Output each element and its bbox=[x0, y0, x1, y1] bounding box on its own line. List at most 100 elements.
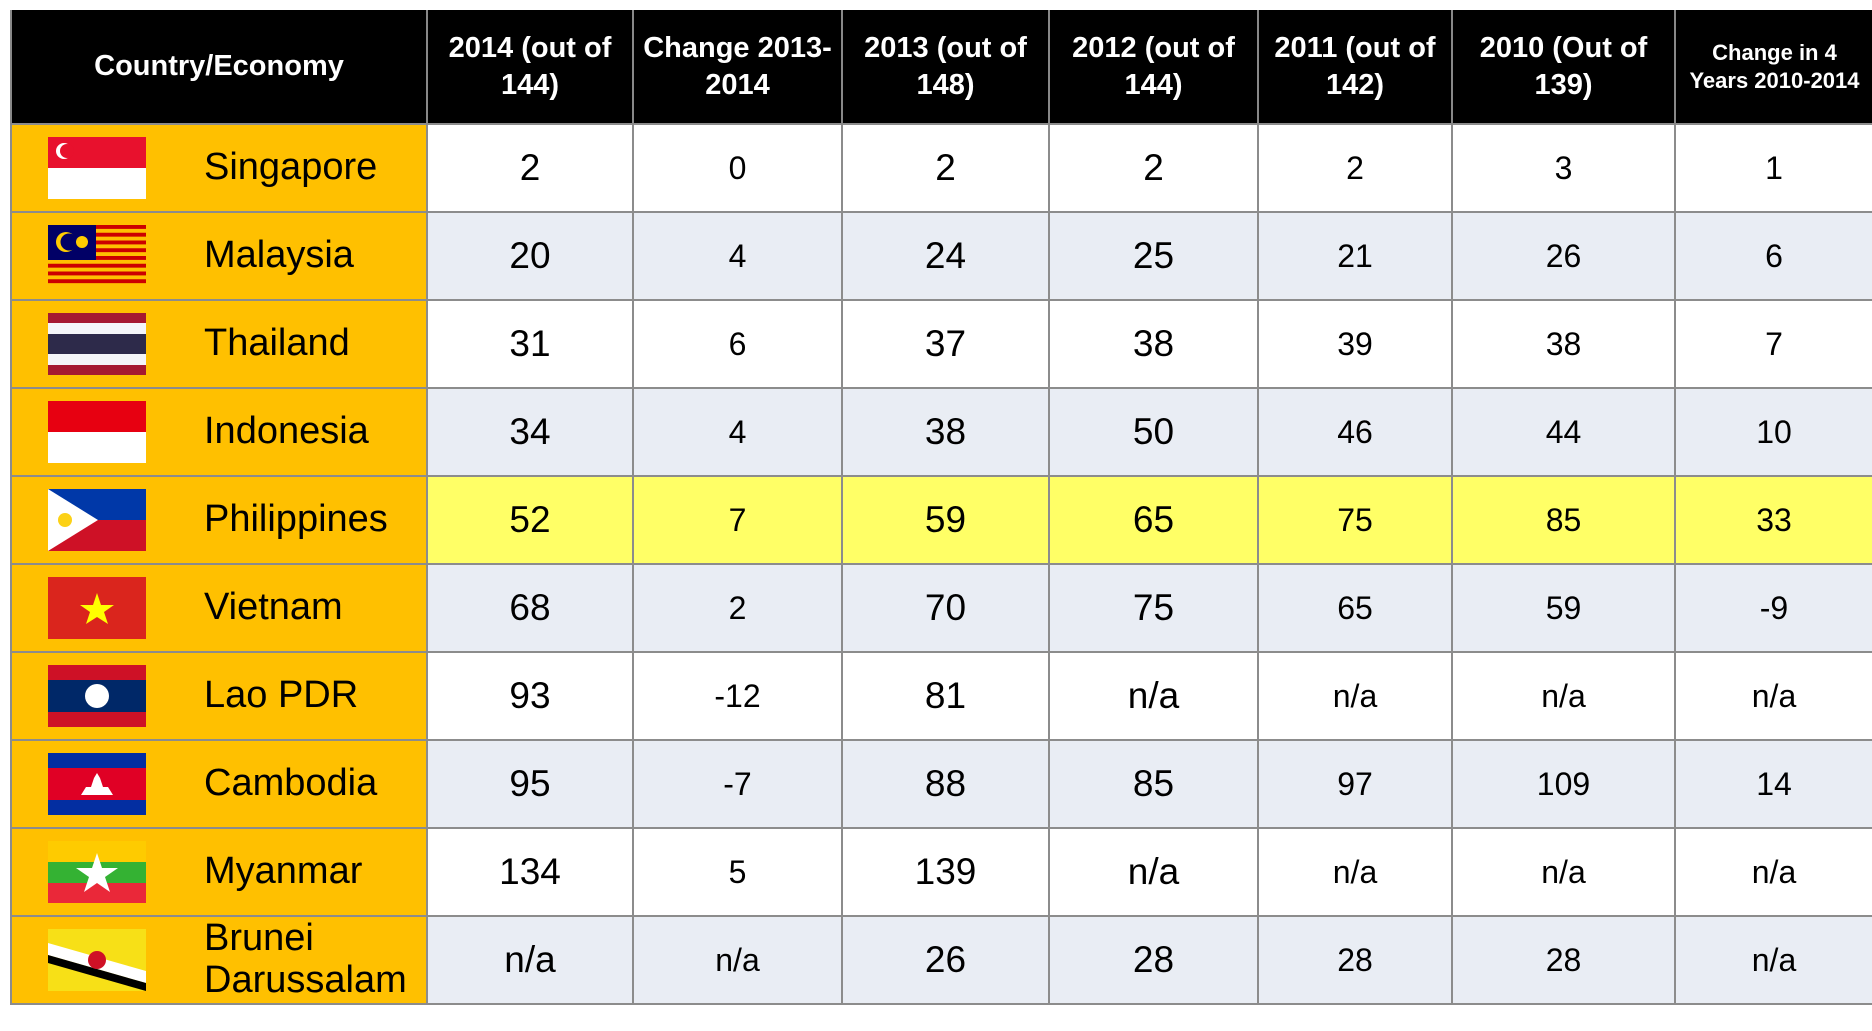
country-wrap: Indonesia bbox=[12, 389, 426, 475]
flag bbox=[48, 753, 146, 815]
country-wrap: Brunei Darussalam bbox=[12, 917, 426, 1003]
value-cell: -9 bbox=[1674, 563, 1872, 653]
country-cell: Vietnam bbox=[10, 563, 428, 653]
value-cell: 26 bbox=[841, 915, 1050, 1005]
country-wrap: Cambodia bbox=[12, 741, 426, 827]
value-cell: 20 bbox=[426, 211, 634, 301]
value-cell: 7 bbox=[632, 475, 843, 565]
flag bbox=[48, 137, 146, 199]
value-cell: 38 bbox=[1451, 299, 1676, 389]
flag bbox=[48, 489, 146, 551]
value-cell: n/a bbox=[1451, 651, 1676, 741]
value-cell: n/a bbox=[632, 915, 843, 1005]
value-cell: 31 bbox=[426, 299, 634, 389]
column-header: 2012 (out of 144) bbox=[1048, 10, 1258, 124]
country-cell: Malaysia bbox=[10, 211, 428, 301]
value-cell: 88 bbox=[841, 739, 1050, 829]
value-cell: 95 bbox=[426, 739, 634, 829]
value-cell: 2 bbox=[1048, 123, 1259, 213]
country-cell: Brunei Darussalam bbox=[10, 915, 428, 1005]
value-cell: 2 bbox=[632, 563, 843, 653]
value-cell: n/a bbox=[1674, 651, 1872, 741]
value-cell: 3 bbox=[1451, 123, 1676, 213]
value-cell: 50 bbox=[1048, 387, 1259, 477]
value-cell: 38 bbox=[841, 387, 1050, 477]
value-cell: 75 bbox=[1257, 475, 1453, 565]
value-cell: n/a bbox=[426, 915, 634, 1005]
value-cell: 1 bbox=[1674, 123, 1872, 213]
value-cell: 0 bbox=[632, 123, 843, 213]
value-cell: 38 bbox=[1048, 299, 1259, 389]
column-header: 2014 (out of 144) bbox=[426, 10, 633, 124]
column-header: Country/Economy bbox=[10, 10, 427, 124]
value-cell: 28 bbox=[1451, 915, 1676, 1005]
country-cell: Cambodia bbox=[10, 739, 428, 829]
value-cell: 44 bbox=[1451, 387, 1676, 477]
value-cell: 6 bbox=[1674, 211, 1872, 301]
table-header: Country/Economy 2014 (out of 144) Change 2… bbox=[10, 10, 1872, 124]
column-header: Change 2013-2014 bbox=[632, 10, 842, 124]
table-row: Brunei Darussalam n/a n/a 26 28 28 28 n/a bbox=[10, 915, 1872, 1005]
country-name: Philippines bbox=[204, 498, 388, 541]
country-name: Singapore bbox=[204, 146, 378, 189]
country-cell: Singapore bbox=[10, 123, 428, 213]
country-cell: Thailand bbox=[10, 299, 428, 389]
column-header: 2010 (Out of 139) bbox=[1451, 10, 1675, 124]
table-body: Singapore 2 0 2 2 2 3 1 Malaysia 20 4 24 25 21 26 6 Thai… bbox=[10, 123, 1872, 1005]
value-cell: 26 bbox=[1451, 211, 1676, 301]
ranking-table: Country/Economy 2014 (out of 144) Change 2… bbox=[10, 10, 1872, 1005]
value-cell: 65 bbox=[1257, 563, 1453, 653]
country-wrap: Singapore bbox=[12, 125, 426, 211]
country-name: Myanmar bbox=[204, 850, 363, 893]
flag bbox=[48, 401, 146, 463]
value-cell: n/a bbox=[1674, 915, 1872, 1005]
country-cell: Myanmar bbox=[10, 827, 428, 917]
value-cell: 39 bbox=[1257, 299, 1453, 389]
column-header: 2011 (out of 142) bbox=[1257, 10, 1452, 124]
value-cell: n/a bbox=[1257, 651, 1453, 741]
value-cell: 59 bbox=[1451, 563, 1676, 653]
flag bbox=[48, 577, 146, 639]
value-cell: -12 bbox=[632, 651, 843, 741]
value-cell: 134 bbox=[426, 827, 634, 917]
value-cell: 33 bbox=[1674, 475, 1872, 565]
value-cell: n/a bbox=[1674, 827, 1872, 917]
value-cell: 14 bbox=[1674, 739, 1872, 829]
column-header: Change in 4 Years 2010-2014 bbox=[1674, 10, 1872, 124]
value-cell: 21 bbox=[1257, 211, 1453, 301]
country-name: Brunei Darussalam bbox=[204, 917, 407, 1001]
table-row: Thailand 31 6 37 38 39 38 7 bbox=[10, 299, 1872, 389]
value-cell: 5 bbox=[632, 827, 843, 917]
country-name: Cambodia bbox=[204, 762, 378, 805]
value-cell: n/a bbox=[1048, 651, 1259, 741]
value-cell: 25 bbox=[1048, 211, 1259, 301]
country-wrap: Vietnam bbox=[12, 565, 426, 651]
value-cell: 139 bbox=[841, 827, 1050, 917]
value-cell: 97 bbox=[1257, 739, 1453, 829]
table-row: Indonesia 34 4 38 50 46 44 10 bbox=[10, 387, 1872, 477]
value-cell: 37 bbox=[841, 299, 1050, 389]
value-cell: 2 bbox=[1257, 123, 1453, 213]
table-row: Malaysia 20 4 24 25 21 26 6 bbox=[10, 211, 1872, 301]
country-name: Lao PDR bbox=[204, 674, 359, 717]
country-wrap: Myanmar bbox=[12, 829, 426, 915]
value-cell: 109 bbox=[1451, 739, 1676, 829]
country-wrap: Thailand bbox=[12, 301, 426, 387]
value-cell: 65 bbox=[1048, 475, 1259, 565]
value-cell: 75 bbox=[1048, 563, 1259, 653]
country-cell: Philippines bbox=[10, 475, 428, 565]
country-name: Thailand bbox=[204, 322, 350, 365]
value-cell: 2 bbox=[426, 123, 634, 213]
table-row: Lao PDR 93 -12 81 n/a n/a n/a n/a bbox=[10, 651, 1872, 741]
value-cell: 68 bbox=[426, 563, 634, 653]
table-row: Myanmar 134 5 139 n/a n/a n/a n/a bbox=[10, 827, 1872, 917]
value-cell: 4 bbox=[632, 211, 843, 301]
value-cell: 81 bbox=[841, 651, 1050, 741]
flag bbox=[48, 841, 146, 903]
table-row: Singapore 2 0 2 2 2 3 1 bbox=[10, 123, 1872, 213]
country-wrap: Lao PDR bbox=[12, 653, 426, 739]
value-cell: 34 bbox=[426, 387, 634, 477]
column-header: 2013 (out of 148) bbox=[841, 10, 1049, 124]
value-cell: 28 bbox=[1257, 915, 1453, 1005]
